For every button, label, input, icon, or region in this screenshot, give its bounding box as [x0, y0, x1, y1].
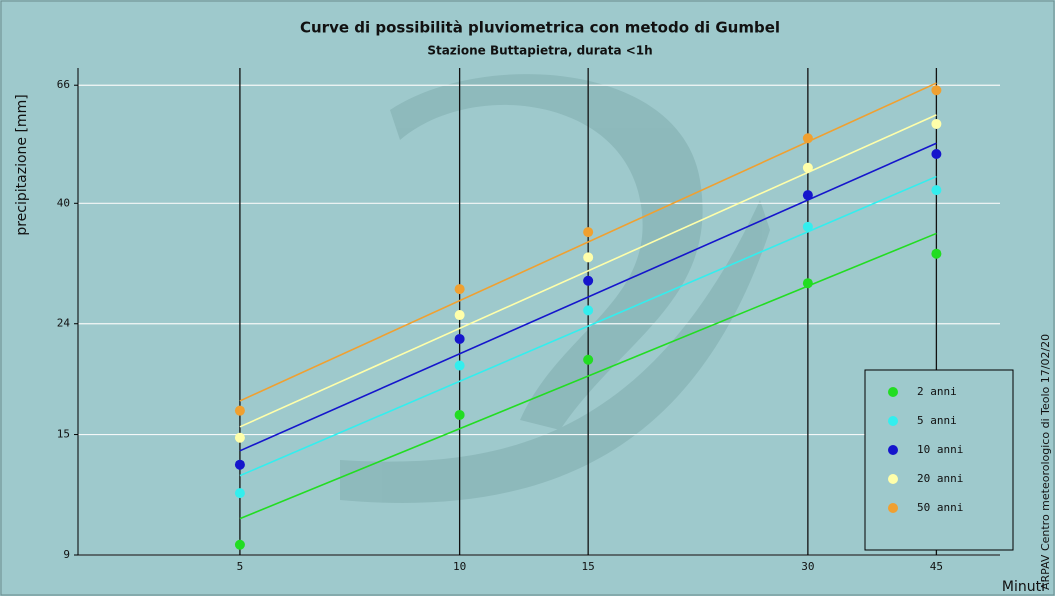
legend-marker: [888, 416, 898, 426]
legend-marker: [888, 503, 898, 513]
y-tick-label: 66: [57, 78, 70, 91]
trend-line: [239, 114, 937, 428]
chart-subtitle: Stazione Buttapietra, durata <1h: [427, 44, 652, 58]
data-point: [234, 539, 245, 550]
legend-marker: [888, 445, 898, 455]
data-point: [931, 149, 942, 160]
legend-box: [864, 369, 1014, 551]
data-point: [802, 190, 813, 201]
y-axis-label: precipitazione [mm]: [14, 94, 30, 235]
data-point: [583, 252, 594, 263]
data-point: [931, 118, 942, 129]
data-point: [454, 409, 465, 420]
trend-line: [239, 232, 937, 520]
data-point: [583, 275, 594, 286]
data-point: [583, 227, 594, 238]
legend-marker: [888, 387, 898, 397]
data-point: [454, 310, 465, 321]
trend-line: [239, 175, 937, 477]
credit: ARPAV Centro meteorologico di Teolo 17/0…: [1039, 334, 1052, 590]
y-tick-label: 9: [63, 548, 70, 561]
legend-label: 10 anni: [917, 443, 963, 456]
data-point: [802, 278, 813, 289]
legend-label: 2 anni: [917, 385, 957, 398]
x-axis-label: Minuti: [1002, 579, 1045, 595]
x-tick-label: 10: [453, 560, 466, 573]
data-point: [234, 432, 245, 443]
data-point: [234, 405, 245, 416]
data-point: [583, 354, 594, 365]
data-point: [454, 360, 465, 371]
data-point: [234, 459, 245, 470]
x-tick-label: 15: [582, 560, 595, 573]
x-tick-label: 30: [801, 560, 814, 573]
trend-line: [239, 142, 937, 452]
legend-marker: [888, 474, 898, 484]
data-point: [931, 185, 942, 196]
legend-label: 5 anni: [917, 414, 957, 427]
legend-label: 50 anni: [917, 501, 963, 514]
y-tick-label: 24: [57, 317, 71, 330]
data-point: [234, 488, 245, 499]
legend-label: 20 anni: [917, 472, 963, 485]
y-tick-label: 15: [57, 428, 70, 441]
data-point: [931, 85, 942, 96]
trend-line: [239, 82, 937, 402]
x-tick-label: 5: [237, 560, 244, 573]
data-point: [583, 305, 594, 316]
data-point: [931, 248, 942, 259]
chart-title: Curve di possibilità pluviometrica con m…: [300, 19, 780, 37]
data-point: [802, 162, 813, 173]
data-point: [802, 221, 813, 232]
data-point: [454, 284, 465, 295]
y-tick-label: 40: [57, 196, 70, 209]
watermark: [340, 74, 770, 503]
data-point: [454, 333, 465, 344]
x-tick-label: 45: [930, 560, 943, 573]
data-point: [802, 133, 813, 144]
